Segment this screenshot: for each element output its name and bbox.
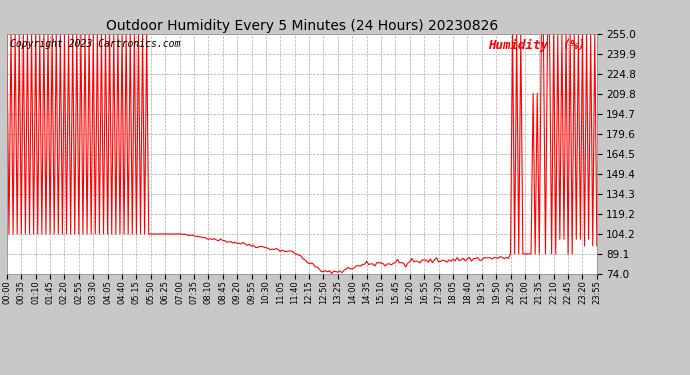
Title: Outdoor Humidity Every 5 Minutes (24 Hours) 20230826: Outdoor Humidity Every 5 Minutes (24 Hou… [106, 19, 498, 33]
Text: Humidity  (%): Humidity (%) [488, 39, 585, 52]
Text: Copyright 2023 Cartronics.com: Copyright 2023 Cartronics.com [10, 39, 180, 48]
